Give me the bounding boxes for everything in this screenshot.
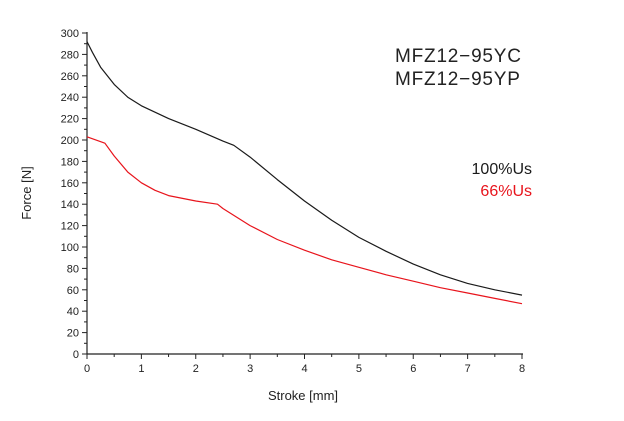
x-tick-label: 0 bbox=[84, 363, 90, 375]
x-tick-label: 7 bbox=[465, 363, 471, 375]
y-tick-label: 100 bbox=[61, 242, 79, 254]
y-tick-label: 200 bbox=[61, 135, 79, 147]
x-tick-label: 3 bbox=[247, 363, 253, 375]
y-tick-label: 240 bbox=[61, 92, 79, 104]
x-tick-label: 8 bbox=[519, 363, 525, 375]
chart-title-line-1: MFZ12−95YC bbox=[395, 46, 522, 67]
chart-title-line-2: MFZ12−95YP bbox=[395, 69, 521, 90]
series-line-66-us bbox=[86, 136, 523, 305]
y-tick-label: 300 bbox=[61, 28, 79, 40]
y-tick-label: 280 bbox=[61, 49, 79, 61]
series-line-100-us bbox=[86, 41, 523, 296]
y-tick-label: 0 bbox=[73, 349, 79, 361]
x-axis-label: Stroke [mm] bbox=[268, 388, 338, 403]
y-tick-label: 60 bbox=[67, 285, 79, 297]
x-tick-label: 6 bbox=[410, 363, 416, 375]
x-tick-label: 4 bbox=[301, 363, 307, 375]
y-tick-label: 140 bbox=[61, 199, 79, 211]
x-tick-label: 1 bbox=[138, 363, 144, 375]
y-tick-label: 20 bbox=[67, 328, 79, 340]
y-axis-label: Force [N] bbox=[19, 166, 34, 219]
legend-100-us: 100%Us bbox=[472, 161, 532, 178]
y-tick-label: 160 bbox=[61, 178, 79, 190]
axes: 0 1 2 3 4 5 6 7 80204060801001201401601802002202… bbox=[61, 28, 525, 375]
y-tick-label: 180 bbox=[61, 156, 79, 168]
x-tick-label: 2 bbox=[193, 363, 199, 375]
y-tick-label: 40 bbox=[67, 306, 79, 318]
y-tick-label: 220 bbox=[61, 114, 79, 126]
x-tick-label: 5 bbox=[356, 363, 362, 375]
y-tick-label: 260 bbox=[61, 71, 79, 83]
y-tick-label: 120 bbox=[61, 221, 79, 233]
series-group bbox=[86, 41, 523, 305]
legend-66-us: 66%Us bbox=[480, 183, 532, 200]
y-tick-label: 80 bbox=[67, 263, 79, 275]
